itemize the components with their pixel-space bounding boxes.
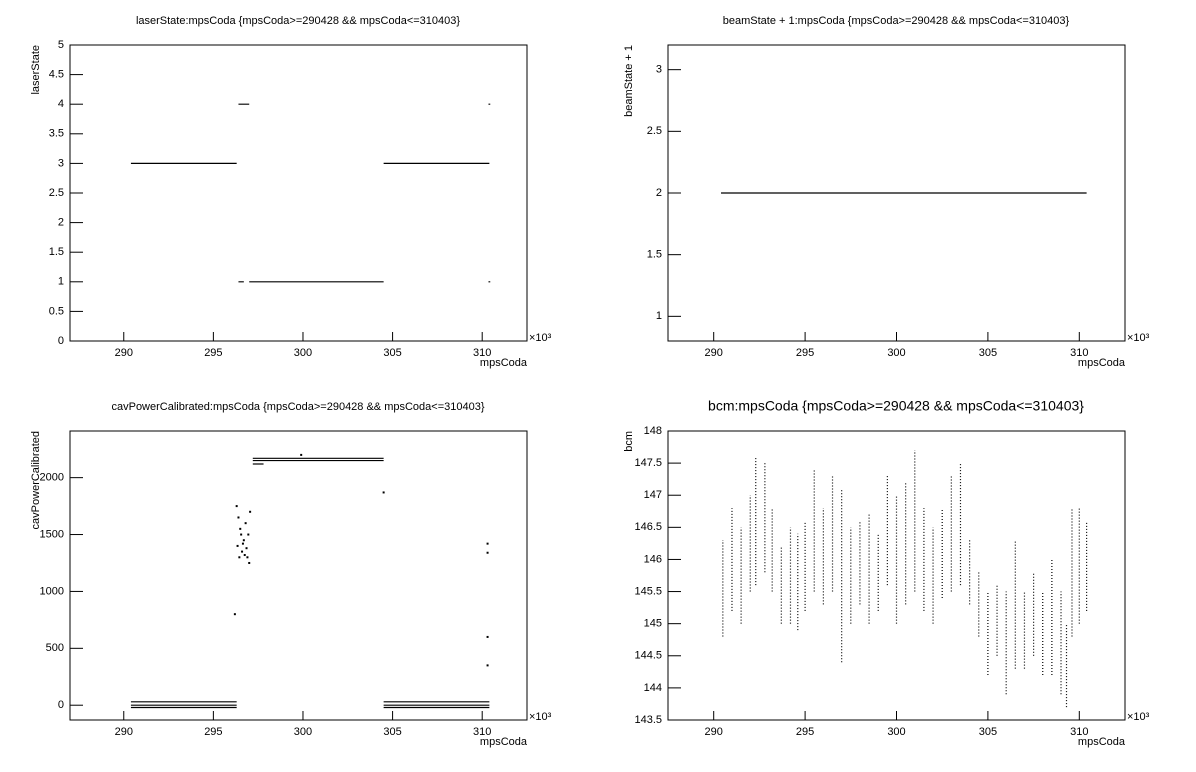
data-point (235, 505, 238, 508)
y-tick-label: 143.5 (634, 714, 662, 726)
chart-title: cavPowerCalibrated:mpsCoda {mpsCoda>=290… (111, 401, 484, 413)
plot-frame (69, 44, 528, 342)
y-tick-label: 2 (656, 187, 662, 199)
data-point (239, 527, 242, 530)
x-tick-label: 300 (294, 726, 312, 738)
y-tick-label: 3.5 (49, 128, 64, 140)
y-tick-label: 2000 (40, 472, 64, 484)
y-tick-label: 4 (58, 98, 64, 110)
data-point (236, 544, 239, 547)
data-point (243, 554, 246, 557)
x-axis-title: mpsCoda (480, 736, 528, 748)
data-point (241, 550, 244, 553)
x-axis-title: mpsCoda (480, 357, 528, 369)
chart-title: laserState:mpsCoda {mpsCoda>=290428 && m… (136, 15, 460, 27)
data-point (248, 561, 251, 564)
y-tick-label: 500 (46, 642, 64, 654)
x-tick-label: 310 (473, 347, 491, 359)
data-point (240, 533, 243, 536)
y-tick-label: 0.5 (49, 305, 64, 317)
x-tick-label: 290 (115, 726, 133, 738)
data-point (486, 542, 489, 545)
x-tick-label: 295 (204, 726, 222, 738)
x-tick-label: 310 (473, 726, 491, 738)
y-tick-label: 144.5 (634, 650, 662, 662)
y-tick-label: 144 (644, 682, 662, 694)
plot-frame (69, 430, 528, 721)
y-tick-label: 1 (656, 310, 662, 322)
y-tick-label: 5 (58, 39, 64, 51)
y-tick-label: 3 (58, 157, 64, 169)
y-tick-label: 1.5 (49, 246, 64, 258)
y-tick-label: 145.5 (634, 585, 662, 597)
y-tick-label: 4.5 (49, 69, 64, 81)
y-tick-label: 147.5 (634, 457, 662, 469)
y-tick-label: 1.5 (647, 249, 662, 261)
y-tick-label: 0 (58, 699, 64, 711)
x-multiplier: ×10³ (1127, 711, 1150, 723)
data-point (247, 533, 250, 536)
y-axis-title: bcm (623, 431, 635, 452)
x-tick-label: 310 (1070, 347, 1088, 359)
y-tick-label: 147 (644, 489, 662, 501)
data-point (300, 453, 303, 456)
y-tick-label: 2 (58, 217, 64, 229)
x-multiplier: ×10³ (529, 332, 552, 344)
data-point (246, 556, 249, 559)
y-tick-label: 146.5 (634, 521, 662, 533)
panel: bcm:mpsCoda {mpsCoda>=290428 && mpsCoda<… (623, 398, 1150, 748)
x-tick-label: 305 (979, 347, 997, 359)
x-tick-label: 300 (887, 726, 905, 738)
x-multiplier: ×10³ (529, 711, 552, 723)
x-tick-label: 290 (705, 726, 723, 738)
x-tick-label: 295 (204, 347, 222, 359)
data-point (242, 539, 245, 542)
chart-title: bcm:mpsCoda {mpsCoda>=290428 && mpsCoda<… (708, 398, 1084, 414)
data-point (241, 542, 244, 545)
data-point (238, 556, 241, 559)
y-tick-label: 0 (58, 335, 64, 347)
x-axis-title: mpsCoda (1078, 357, 1126, 369)
data-point (382, 491, 385, 494)
x-tick-label: 305 (383, 726, 401, 738)
y-tick-label: 145 (644, 618, 662, 630)
panel: laserState:mpsCoda {mpsCoda>=290428 && m… (30, 15, 552, 369)
y-tick-label: 1 (58, 276, 64, 288)
x-axis-title: mpsCoda (1078, 736, 1126, 748)
y-axis-title: cavPowerCalibrated (30, 431, 42, 529)
x-tick-label: 305 (383, 347, 401, 359)
x-tick-label: 300 (294, 347, 312, 359)
y-tick-label: 3 (656, 64, 662, 76)
x-tick-label: 295 (796, 347, 814, 359)
x-tick-label: 290 (115, 347, 133, 359)
x-tick-label: 310 (1070, 726, 1088, 738)
panel: beamState + 1:mpsCoda {mpsCoda>=290428 &… (623, 15, 1150, 369)
x-tick-label: 300 (887, 347, 905, 359)
data-point (249, 510, 252, 513)
data-point (486, 664, 489, 667)
y-axis-title: beamState + 1 (623, 45, 635, 117)
y-tick-label: 148 (644, 425, 662, 437)
x-tick-label: 290 (705, 347, 723, 359)
data-point (237, 516, 240, 519)
chart-title: beamState + 1:mpsCoda {mpsCoda>=290428 &… (723, 15, 1070, 27)
data-point (486, 551, 489, 554)
y-tick-label: 146 (644, 553, 662, 565)
x-multiplier: ×10³ (1127, 332, 1150, 344)
x-tick-label: 295 (796, 726, 814, 738)
panel: cavPowerCalibrated:mpsCoda {mpsCoda>=290… (30, 401, 552, 748)
data-point (233, 613, 236, 616)
y-tick-label: 1500 (40, 528, 64, 540)
x-tick-label: 305 (979, 726, 997, 738)
y-tick-label: 2.5 (647, 125, 662, 137)
data-point (486, 635, 489, 638)
y-axis-title: laserState (30, 45, 42, 95)
data-point (244, 522, 247, 525)
y-tick-label: 1000 (40, 585, 64, 597)
y-tick-label: 2.5 (49, 187, 64, 199)
data-point (245, 547, 248, 550)
